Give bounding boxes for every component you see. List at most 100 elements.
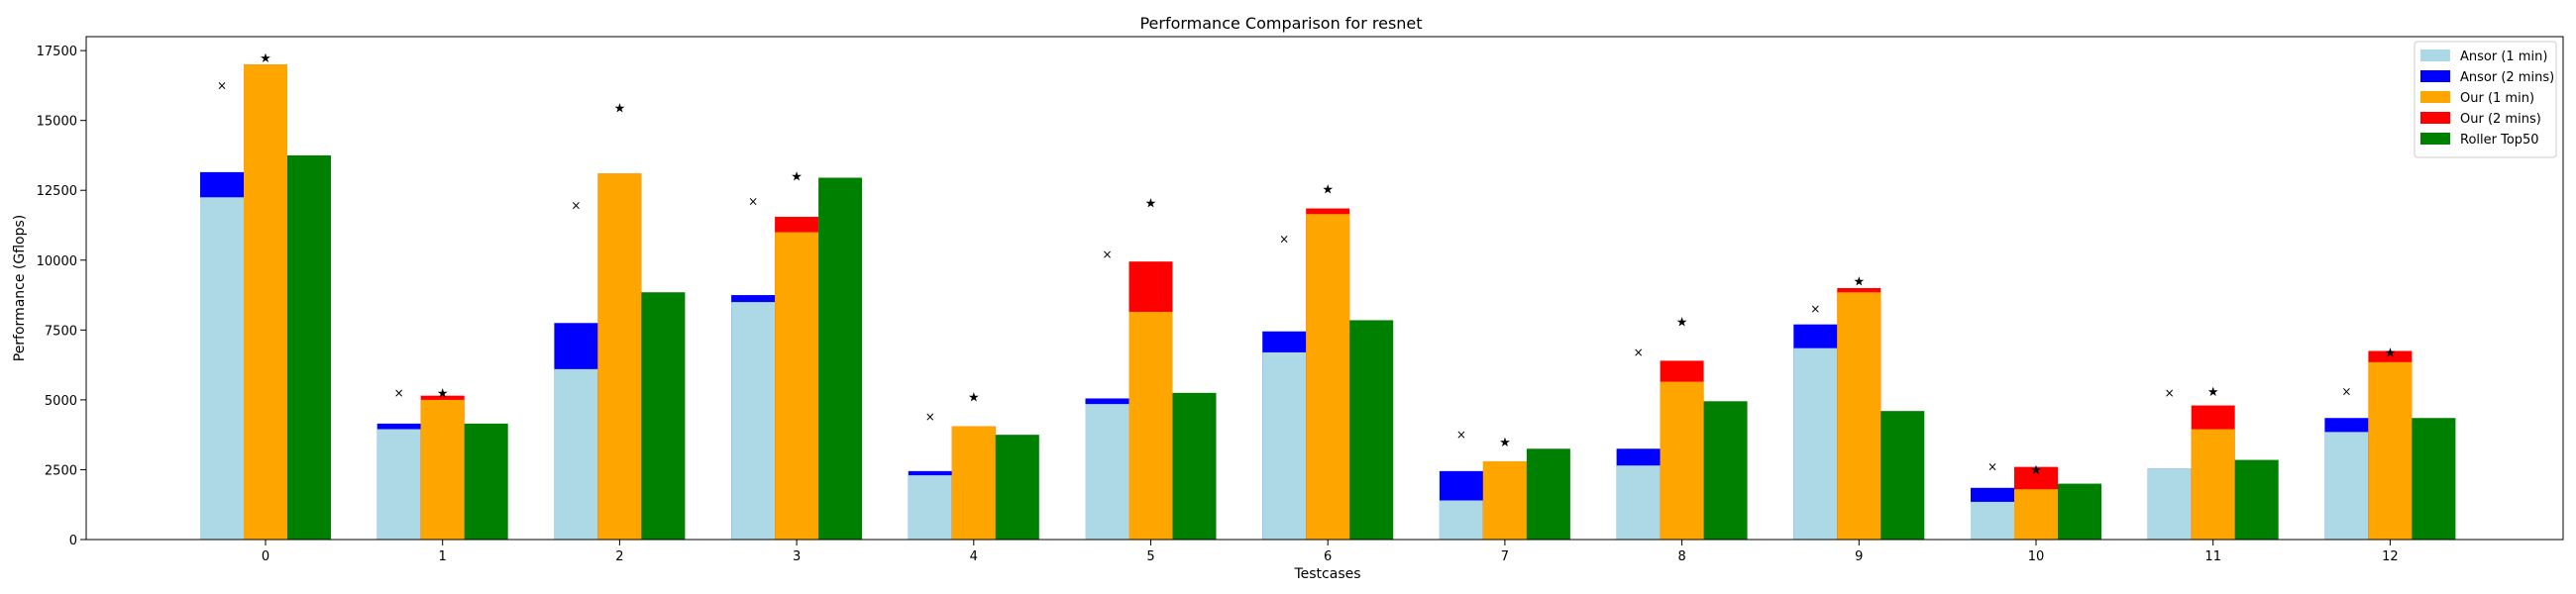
star-marker: ★ xyxy=(1676,315,1688,330)
legend-swatch xyxy=(2420,133,2450,145)
star-marker: ★ xyxy=(1499,436,1511,450)
x-marker: × xyxy=(1810,302,1820,316)
x-marker: × xyxy=(217,78,227,92)
x-tick-label: 12 xyxy=(2382,549,2399,564)
bar-ansor-1min xyxy=(554,368,598,540)
x-axis-label: Testcases xyxy=(1293,566,1360,582)
bar-our-1min xyxy=(2014,489,2058,540)
x-tick-label: 5 xyxy=(1146,549,1154,564)
bar-ansor-1min xyxy=(1085,404,1129,540)
legend-label: Our (1 min) xyxy=(2460,91,2534,106)
bar-roller-top50 xyxy=(995,435,1039,540)
x-tick-label: 1 xyxy=(439,549,447,564)
bar-ansor-1min xyxy=(1262,351,1307,540)
chart-title: Performance Comparison for resnet xyxy=(1139,14,1422,33)
bar-our-1min xyxy=(1837,292,1881,540)
bar-our-1min xyxy=(775,232,819,541)
x-tick-label: 10 xyxy=(2028,549,2045,564)
star-marker: ★ xyxy=(614,102,626,117)
y-tick-label: 2500 xyxy=(45,463,77,478)
star-marker: ★ xyxy=(2207,385,2219,400)
legend-label: Roller Top50 xyxy=(2460,133,2539,148)
x-tick-label: 8 xyxy=(1677,549,1685,564)
bar-roller-top50 xyxy=(1172,392,1217,540)
legend-label: Ansor (1 min) xyxy=(2460,50,2547,64)
bar-ansor-1min xyxy=(1439,500,1483,540)
x-marker: × xyxy=(2341,384,2351,398)
bar-ansor-1min xyxy=(200,197,244,540)
bar-our-1min xyxy=(1482,460,1527,540)
x-tick-label: 7 xyxy=(1501,549,1509,564)
bar-our-1min xyxy=(597,173,642,541)
x-marker: × xyxy=(1634,346,1644,359)
x-marker: × xyxy=(394,386,404,400)
bar-roller-top50 xyxy=(464,423,508,540)
bar-ansor-1min xyxy=(1616,465,1661,540)
legend-label: Our (2 mins) xyxy=(2460,112,2541,127)
star-marker: ★ xyxy=(1145,197,1157,212)
bar-our-1min xyxy=(951,426,996,540)
x-marker: × xyxy=(748,195,758,209)
bar-roller-top50 xyxy=(1526,448,1570,540)
star-marker: ★ xyxy=(1322,182,1334,197)
bar-ansor-1min xyxy=(2147,468,2192,540)
bar-roller-top50 xyxy=(287,154,331,540)
x-tick-label: 9 xyxy=(1855,549,1863,564)
bar-roller-top50 xyxy=(2412,418,2456,540)
x-tick-label: 6 xyxy=(1324,549,1332,564)
legend-swatch xyxy=(2420,70,2450,82)
y-tick-label: 17500 xyxy=(37,45,77,59)
x-marker: × xyxy=(1987,460,1997,474)
legend: Ansor (1 min) Ansor (2 mins) Our (1 min) Ou… xyxy=(2414,41,2557,158)
x-marker: × xyxy=(1102,248,1112,261)
bar-ansor-1min xyxy=(731,302,776,540)
bar-roller-top50 xyxy=(641,292,686,540)
y-tick-label: 5000 xyxy=(45,394,77,409)
bar-ansor-1min xyxy=(908,475,952,540)
bar-roller-top50 xyxy=(2058,483,2101,540)
y-tick-label: 0 xyxy=(69,534,77,548)
bar-roller-top50 xyxy=(1349,320,1394,540)
x-marker: × xyxy=(1456,428,1466,442)
x-tick-label: 4 xyxy=(970,549,978,564)
x-tick-label: 3 xyxy=(793,549,801,564)
x-marker: × xyxy=(1279,233,1289,247)
x-marker: × xyxy=(571,199,581,213)
y-tick-label: 15000 xyxy=(37,115,77,130)
y-axis-label: Performance (Gflops) xyxy=(12,215,28,362)
y-tick-label: 12500 xyxy=(37,184,77,199)
bar-roller-top50 xyxy=(818,177,863,540)
bar-ansor-1min xyxy=(1971,501,2014,540)
legend-swatch xyxy=(2420,91,2450,103)
x-axis: 0 1 2 3 4 5 6 7 8 9 10 11 12 xyxy=(262,540,2399,564)
bar-roller-top50 xyxy=(1703,401,1748,540)
bar-our-1min xyxy=(1306,214,1350,540)
bar-our-1min xyxy=(2191,429,2235,540)
bar-our-1min xyxy=(1660,381,1704,540)
bar-ansor-1min xyxy=(376,429,421,540)
bar-roller-top50 xyxy=(1880,411,1925,540)
x-tick-label: 0 xyxy=(262,549,269,564)
markers-group: × ★ × ★ × ★ × ★ × ★ × ★ × ★ × ★ × ★ × ★ × ★ × ★ × ★ xyxy=(217,51,2396,478)
x-tick-label: 2 xyxy=(615,549,623,564)
bar-ansor-1min xyxy=(1793,347,1838,540)
legend-swatch xyxy=(2420,50,2450,61)
bar-our-1min xyxy=(244,64,287,540)
plot-frame xyxy=(85,36,2564,541)
star-marker: ★ xyxy=(968,391,980,406)
y-tick-label: 10000 xyxy=(37,254,77,269)
star-marker: ★ xyxy=(791,170,803,185)
star-marker: ★ xyxy=(2030,463,2042,478)
star-marker: ★ xyxy=(1853,275,1865,290)
bar-ansor-1min xyxy=(2324,432,2369,540)
legend-swatch xyxy=(2420,112,2450,124)
bar-our-1min xyxy=(420,399,465,540)
star-marker: ★ xyxy=(2385,346,2397,361)
x-tick-label: 11 xyxy=(2204,549,2221,564)
star-marker: ★ xyxy=(260,51,271,66)
bars-group xyxy=(200,64,2456,541)
y-axis: 0 2500 5000 7500 10000 12500 15000 17500 xyxy=(37,45,86,548)
x-marker: × xyxy=(925,410,935,424)
star-marker: ★ xyxy=(437,386,449,401)
